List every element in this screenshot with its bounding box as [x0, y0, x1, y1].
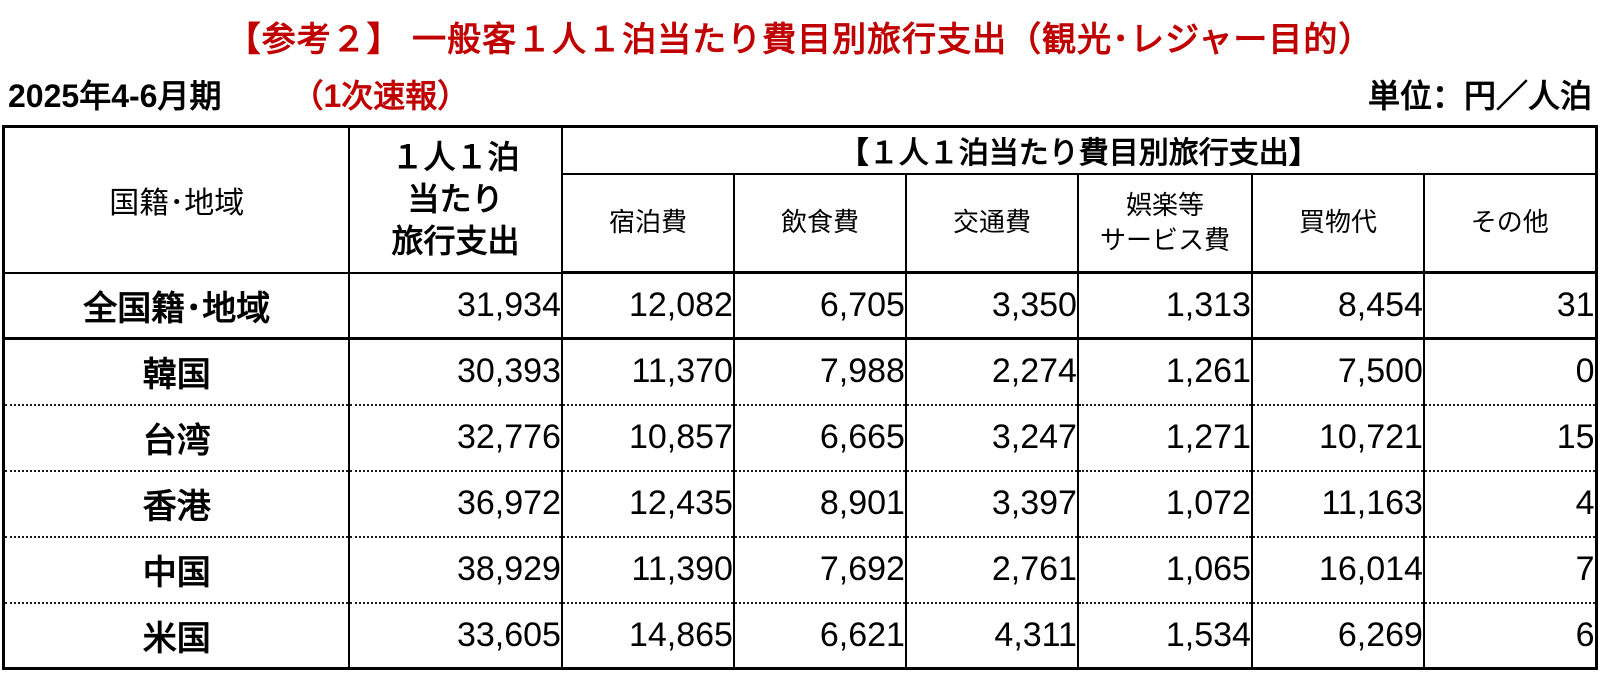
period-block: 2025年4-6月期 （1次速報） [8, 71, 469, 117]
value-cell: 38,929 [347, 535, 563, 603]
region-cell: 韓国 [2, 337, 350, 405]
value-cell: 4,311 [904, 601, 1079, 669]
value-cell: 31 [1422, 272, 1598, 340]
header-shopping: 買物代 [1250, 172, 1425, 274]
value-cell: 1,534 [1076, 601, 1253, 669]
value-cell: 3,397 [904, 469, 1079, 537]
period-label: 2025年4-6月期 [8, 78, 222, 114]
unit-label: 単位：円／人泊 [1367, 78, 1592, 114]
value-cell: 7 [1422, 535, 1598, 603]
value-cell: 11,370 [560, 337, 735, 405]
value-cell: 1,065 [1076, 535, 1253, 603]
value-cell: 6,705 [732, 272, 907, 340]
value-cell: 12,435 [560, 469, 735, 537]
value-cell: 7,500 [1250, 337, 1425, 405]
value-cell: 2,274 [904, 337, 1079, 405]
header-row-categories: 宿泊費 飲食費 交通費 娯楽等 サービス費 買物代 その他 [4, 172, 1598, 274]
value-cell: 7,988 [732, 337, 907, 405]
value-cell: 6,621 [732, 601, 907, 669]
value-cell: 1,261 [1076, 337, 1253, 405]
value-cell: 6,269 [1250, 601, 1425, 669]
value-cell: 14,865 [560, 601, 735, 669]
table-row-china: 中国 38,929 11,390 7,692 2,761 1,065 16,01… [2, 535, 1598, 603]
value-cell: 8,901 [732, 469, 907, 537]
region-cell: 中国 [2, 535, 350, 603]
value-cell: 8,454 [1250, 272, 1425, 340]
table-row-usa: 米国 33,605 14,865 6,621 4,311 1,534 6,269… [2, 601, 1598, 669]
region-cell: 全国籍･地域 [2, 272, 350, 340]
value-cell: 30,393 [347, 337, 563, 405]
value-cell: 11,163 [1250, 469, 1425, 537]
value-cell: 1,271 [1076, 403, 1253, 471]
value-cell: 11,390 [560, 535, 735, 603]
header-entertainment: 娯楽等 サービス費 [1076, 172, 1253, 274]
page-title: 【参考２】 一般客１人１泊当たり費目別旅行支出（観光･レジャー目的） [226, 21, 1374, 59]
region-cell: 米国 [2, 601, 350, 669]
region-cell: 台湾 [2, 403, 350, 471]
value-cell: 1,072 [1076, 469, 1253, 537]
value-cell: 16,014 [1250, 535, 1425, 603]
value-cell: 7,692 [732, 535, 907, 603]
value-cell: 3,350 [904, 272, 1079, 340]
value-cell: 33,605 [347, 601, 563, 669]
table-row-hongkong: 香港 36,972 12,435 8,901 3,397 1,072 11,16… [2, 469, 1598, 537]
region-cell: 香港 [2, 469, 350, 537]
header-total-per-night: １人１泊 当たり 旅行支出 [347, 125, 563, 274]
value-cell: 31,934 [347, 272, 563, 340]
header-breakdown-group: 【１人１泊当たり費目別旅行支出】 [560, 125, 1598, 175]
value-cell: 12,082 [560, 272, 735, 340]
value-cell: 36,972 [347, 469, 563, 537]
value-cell: 10,857 [560, 403, 735, 471]
table-row-taiwan: 台湾 32,776 10,857 6,665 3,247 1,271 10,72… [2, 403, 1598, 471]
value-cell: 1,313 [1076, 272, 1253, 340]
header-region: 国籍･地域 [2, 125, 350, 274]
release-label: （1次速報） [291, 78, 470, 114]
value-cell: 4 [1422, 469, 1598, 537]
subtitle-row: 2025年4-6月期 （1次速報） 単位：円／人泊 [0, 71, 1600, 117]
table-row-all: 全国籍･地域 31,934 12,082 6,705 3,350 1,313 8… [2, 272, 1598, 340]
header-other: その他 [1422, 172, 1598, 274]
value-cell: 2,761 [904, 535, 1079, 603]
table-row-korea: 韓国 30,393 11,370 7,988 2,274 1,261 7,500… [2, 337, 1598, 405]
header-row-group: 国籍･地域 １人１泊 当たり 旅行支出 【１人１泊当たり費目別旅行支出】 [2, 125, 1598, 274]
value-cell: 0 [1422, 337, 1598, 405]
header-lodging: 宿泊費 [560, 172, 735, 274]
header-food: 飲食費 [732, 172, 907, 274]
value-cell: 3,247 [904, 403, 1079, 471]
value-cell: 32,776 [347, 403, 563, 471]
header-transport: 交通費 [904, 172, 1079, 274]
value-cell: 6 [1422, 601, 1598, 669]
value-cell: 10,721 [1250, 403, 1425, 471]
value-cell: 6,665 [732, 403, 907, 471]
expenditure-table: 国籍･地域 １人１泊 当たり 旅行支出 【１人１泊当たり費目別旅行支出】 宿泊費… [2, 125, 1598, 670]
value-cell: 15 [1422, 403, 1598, 471]
